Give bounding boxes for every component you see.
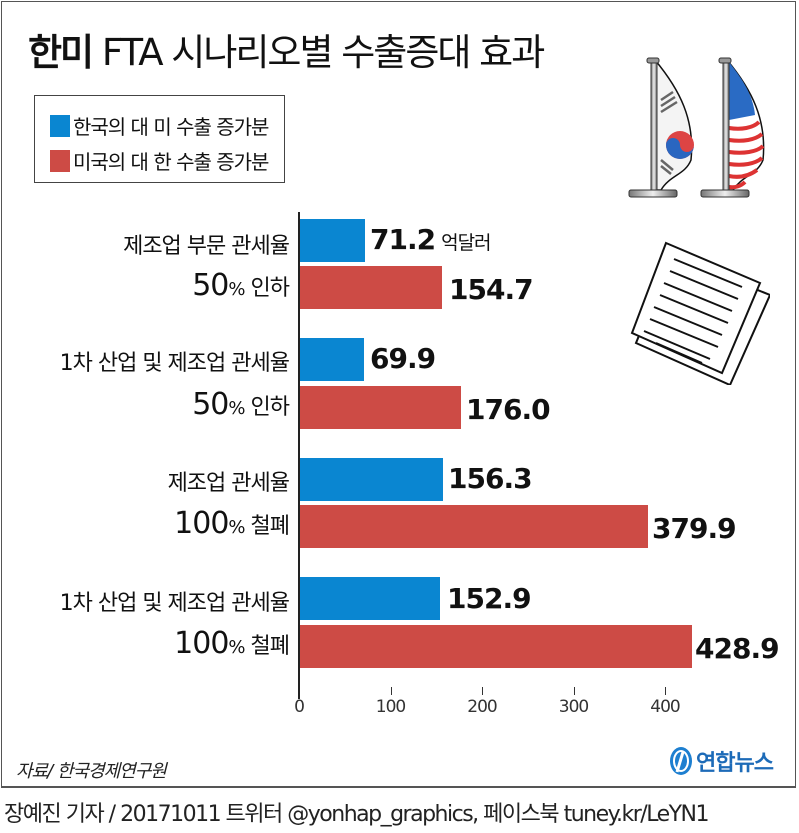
y-axis-line — [298, 212, 300, 699]
legend-item-korea: 한국의 대 미 수출 증가분 — [50, 111, 269, 140]
bar-us-4 — [300, 625, 693, 668]
x-tick — [665, 687, 666, 695]
title-rest: FTA 시나리오별 수출증대 효과 — [92, 31, 545, 74]
value-label-kr-1: 71.2 억달러 — [370, 223, 492, 256]
value-label-us-1: 154.7 — [449, 273, 534, 306]
value-label-us-3: 379.9 — [652, 512, 737, 545]
category-label-2-line2: 50% 인하 — [192, 387, 290, 422]
category-label-1-line1: 제조업 부문 관세율 — [123, 234, 290, 259]
category-label-2-line1: 1차 산업 및 제조업 관세율 — [59, 351, 290, 376]
value-label-us-4: 428.9 — [695, 632, 780, 665]
x-tick-label: 0 — [294, 697, 305, 717]
category-label-4-line1: 1차 산업 및 제조업 관세율 — [59, 591, 290, 616]
bar-korea-2 — [300, 338, 364, 381]
bar-us-2 — [300, 386, 462, 429]
yonhap-logo: 연합뉴스 — [668, 745, 774, 777]
logo-text: 연합뉴스 — [696, 751, 774, 776]
x-tick — [390, 687, 392, 695]
page-title: 한미 FTA 시나리오별 수출증대 효과 — [28, 22, 545, 76]
infographic-frame — [1, 1, 796, 788]
legend-swatch-blue — [50, 114, 70, 137]
legend-item-us: 미국의 대 한 수출 증가분 — [50, 146, 269, 175]
document-icon — [630, 241, 770, 385]
korea-us-flags-icon — [628, 57, 765, 198]
legend: 한국의 대 미 수출 증가분 미국의 대 한 수출 증가분 — [34, 95, 285, 183]
legend-label: 한국의 대 미 수출 증가분 — [73, 115, 269, 139]
value-label-us-2: 176.0 — [466, 393, 551, 426]
bar-korea-1 — [300, 219, 366, 262]
category-label-3-line2: 100% 철폐 — [174, 506, 290, 541]
category-label-4-line2: 100% 철폐 — [174, 626, 290, 661]
category-label-3-line1: 제조업 관세율 — [167, 471, 290, 496]
yonhap-logo-icon — [670, 747, 692, 775]
credit-line: 장예진 기자 / 20171011 트위터 @yonhap_graphics, … — [4, 802, 710, 827]
x-tick — [573, 687, 575, 695]
x-tick-label: 300 — [558, 697, 589, 717]
x-tick-label: 100 — [375, 697, 406, 717]
title-bold: 한미 — [28, 31, 94, 74]
value-label-kr-3: 156.3 — [448, 462, 533, 495]
category-label-1-line2: 50% 인하 — [192, 268, 290, 303]
x-tick — [482, 687, 483, 695]
bar-korea-4 — [300, 577, 440, 620]
legend-swatch-red — [50, 149, 70, 172]
legend-label: 미국의 대 한 수출 증가분 — [73, 150, 269, 174]
bar-us-3 — [300, 505, 648, 548]
value-label-kr-4: 152.9 — [447, 582, 532, 615]
bar-korea-3 — [300, 458, 443, 501]
source-note: 자료/ 한국경제연구원 — [16, 761, 167, 782]
value-label-kr-2: 69.9 — [370, 342, 436, 375]
x-tick-label: 200 — [467, 697, 497, 717]
x-tick-label: 400 — [650, 697, 680, 717]
bar-us-1 — [300, 266, 442, 309]
